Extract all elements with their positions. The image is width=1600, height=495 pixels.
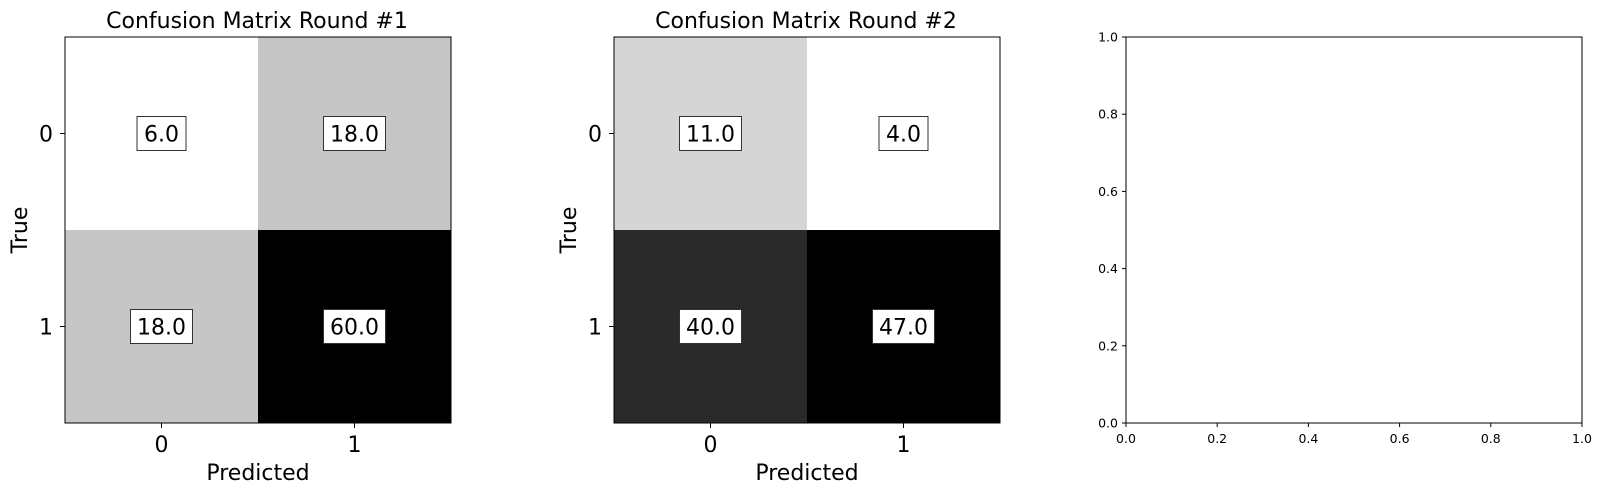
x-ticks-3: 0.0 0.2 0.4 0.6 0.8 1.0 [1116,423,1592,446]
y-tick-label-0: 0 [39,123,53,148]
cell-label-box-r0-c1 [323,116,386,151]
x-tick-label-2: 0.4 [1298,431,1318,446]
y-tick-label-5: 1.0 [1098,30,1118,45]
y-ticks-2: 01 [588,123,614,341]
y-axis-label-1: True [8,207,33,255]
y-tick-label-0: 0 [588,123,602,148]
heatmap-cells-1: 6.0 18.0 18.0 60.0 [65,37,451,423]
x-tick-label-5: 1.0 [1572,431,1592,446]
y-tick-label-1: 0.2 [1098,338,1118,353]
plot-frame-1 [64,36,452,424]
cell-value-r1-c0: 18.0 [137,316,186,341]
cell-value-r1-c1: 47.0 [879,316,928,341]
chart-title-1: Confusion Matrix Round #1 [106,9,408,34]
y-ticks-1: 01 [39,123,65,341]
empty-axes-panel-3: 0.0 0.2 0.4 0.6 0.8 1.0 0.0 0.2 0.4 0.6 0.8 1.0 [1098,30,1592,447]
y-ticks-3: 0.0 0.2 0.4 0.6 0.8 1.0 [1098,30,1126,431]
x-tick-label-1: 1 [348,433,362,458]
cell-label-box-r1-c0 [130,309,193,344]
x-tick-label-1: 0.2 [1207,431,1227,446]
x-tick-label-3: 0.6 [1390,431,1410,446]
cell-value-r0-c0: 6.0 [144,123,179,148]
cell-label-box-r0-c0 [136,116,187,151]
plot-frame-3 [1125,36,1583,424]
x-tick-label-0: 0 [704,433,718,458]
x-axis-label-2: Predicted [755,461,858,486]
cell-label-box-r0-c0 [679,116,742,151]
heatmap-cells-2: 11.0 4.0 40.0 47.0 [614,37,1000,423]
cell-value-r1-c1: 60.0 [330,316,379,341]
y-tick-label-1: 1 [588,316,602,341]
cell-value-r0-c0: 11.0 [686,123,735,148]
x-tick-label-1: 1 [897,433,911,458]
x-tick-label-4: 0.8 [1481,431,1501,446]
x-tick-label-0: 0.0 [1116,431,1136,446]
y-tick-label-2: 0.4 [1098,261,1118,276]
cell-value-r1-c0: 40.0 [686,316,735,341]
cell-label-box-r1-c1 [323,309,386,344]
confusion-matrix-panel-1: Confusion Matrix Round #1 6.0 18.0 18.0 60.… [8,9,452,486]
cell-value-r0-c1: 18.0 [330,123,379,148]
confusion-matrix-panel-2: Confusion Matrix Round #2 11.0 4.0 40.0 47.… [557,9,1001,486]
x-axis-label-1: Predicted [206,461,309,486]
cell-label-box-r1-c1 [872,309,935,344]
y-tick-label-1: 1 [39,316,53,341]
plot-frame-2 [613,36,1001,424]
y-axis-label-2: True [557,207,582,255]
chart-title-2: Confusion Matrix Round #2 [655,9,957,34]
x-tick-label-0: 0 [155,433,169,458]
cell-value-r0-c1: 4.0 [886,123,921,148]
y-tick-label-4: 0.8 [1098,107,1118,122]
cell-label-box-r1-c0 [679,309,742,344]
y-tick-label-3: 0.6 [1098,184,1118,199]
y-tick-label-0: 0.0 [1098,416,1118,431]
cell-label-box-r0-c1 [878,116,929,151]
